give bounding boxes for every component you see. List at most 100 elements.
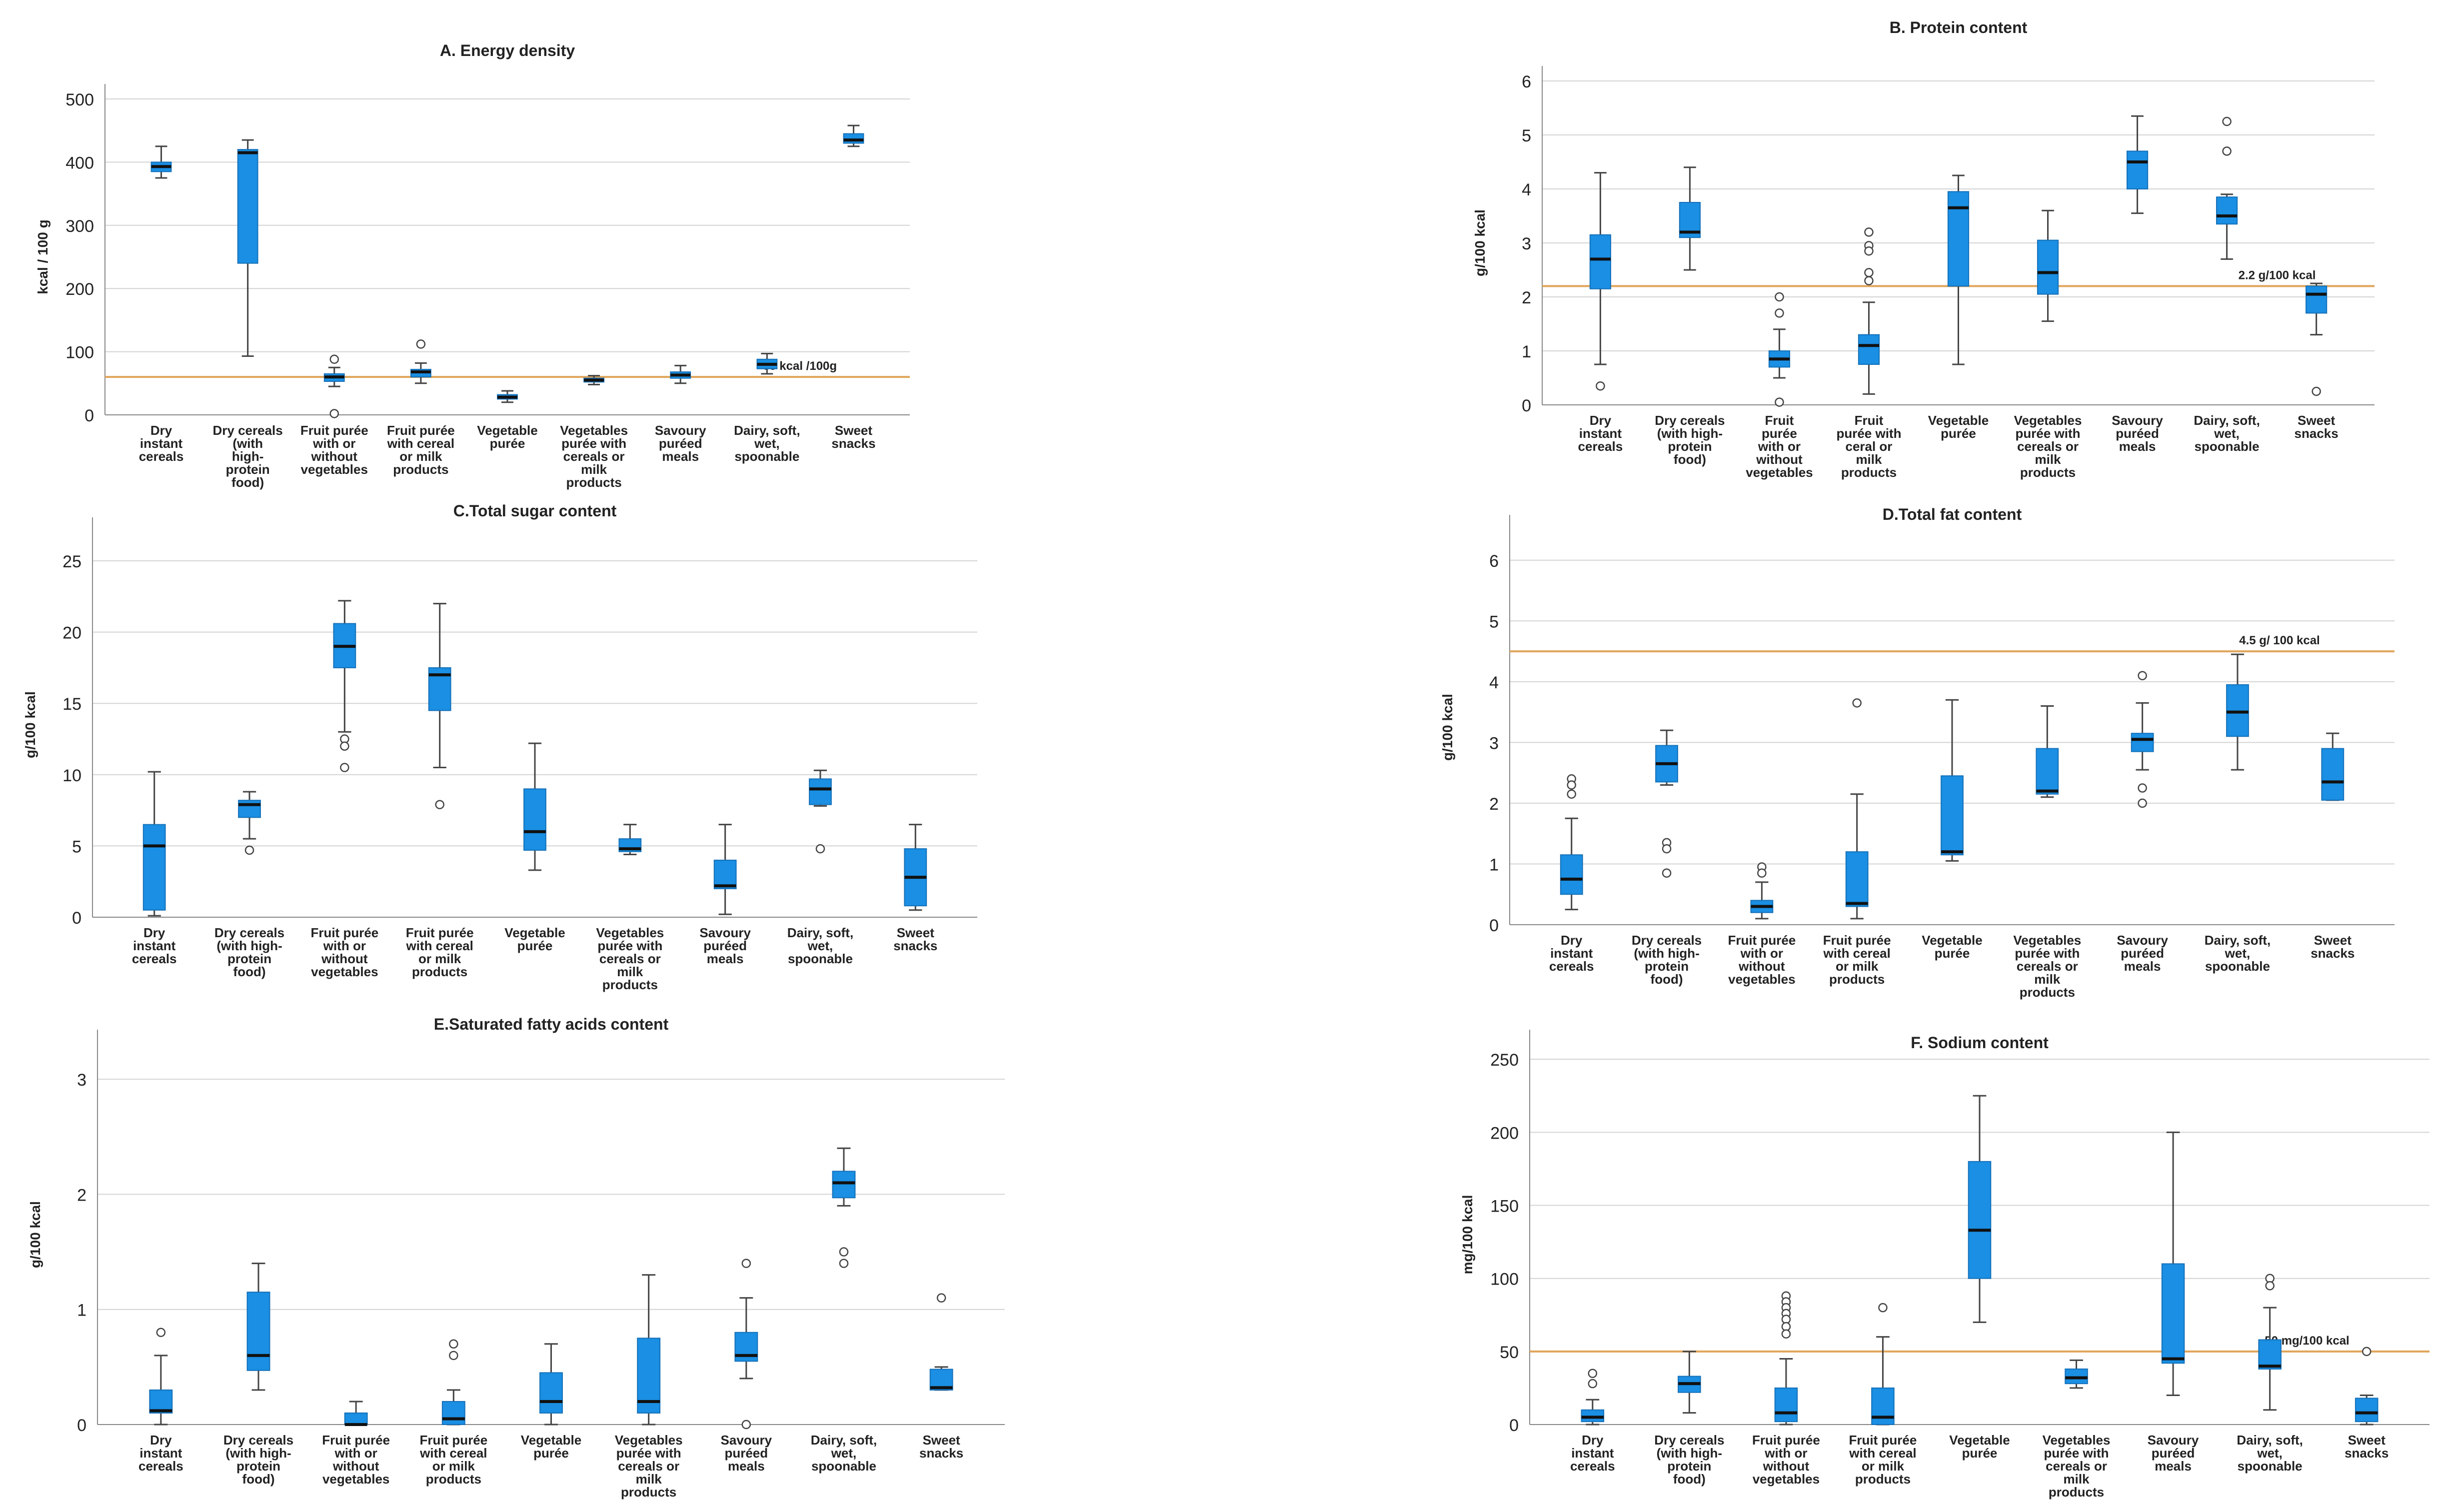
box-4 — [441, 1339, 465, 1426]
outlier-point — [329, 354, 339, 364]
category-label-line: vegetables — [1746, 465, 1813, 480]
outlier-point — [1588, 1369, 1598, 1378]
box-9 — [2321, 732, 2345, 801]
category-label-line: snacks — [2345, 1446, 2389, 1461]
category-label-line: Vegetables — [2014, 413, 2082, 428]
iqr-box — [237, 149, 258, 264]
category-label-line: instant — [133, 938, 176, 953]
category-label-line: Fruit purée — [300, 423, 368, 438]
reference-line-label: 2.2 g/100 kcal — [2239, 268, 2316, 282]
category-label: Dairy, soft, wet, spoonable — [787, 925, 853, 966]
outlier-point — [449, 1339, 458, 1349]
y-tick-label: 10 — [62, 766, 81, 785]
category-label: Fruit purée with cereal or milk products — [1823, 933, 1891, 987]
category-label-line: without — [1756, 452, 1803, 467]
box-4 — [1845, 698, 1869, 920]
outlier-point — [329, 409, 339, 418]
category-label-line: puréed — [2152, 1446, 2195, 1461]
outlier-point — [2222, 146, 2232, 156]
category-label-line: food) — [1651, 972, 1683, 987]
box-1 — [142, 771, 166, 917]
category-label-line: (with high- — [225, 1446, 291, 1461]
y-tick-label: 250 — [1490, 1051, 1519, 1070]
box-5 — [497, 390, 518, 403]
category-label-line: cereals — [1549, 959, 1594, 974]
category-label-line: food) — [1674, 452, 1706, 467]
outlier-point — [1775, 397, 1784, 407]
iqr-box — [1589, 234, 1611, 289]
y-tick-label: 0 — [84, 406, 94, 425]
category-label: Fruit purée with or without vegetables — [1728, 933, 1796, 987]
outlier-point — [2312, 386, 2321, 396]
box-4 — [428, 603, 451, 809]
category-label-line: snacks — [831, 436, 875, 451]
outlier-point — [2265, 1281, 2275, 1291]
category-label-line: Sweet — [923, 1433, 960, 1448]
box-1 — [149, 1328, 173, 1426]
category-label-line: purée — [517, 938, 553, 953]
category-label: Sweet snacks — [831, 423, 875, 451]
category-label: Fruit purée with or without vegetables — [310, 925, 378, 979]
category-label-line: Dairy, soft, — [2194, 413, 2260, 428]
category-label-line: or milk — [418, 951, 461, 966]
iqr-box — [142, 824, 166, 911]
category-label: Vegetables purée with cereals or milk produc… — [560, 423, 628, 490]
category-label-line: Dairy, soft, — [811, 1433, 877, 1448]
outlier-point — [2138, 671, 2147, 680]
iqr-box — [344, 1412, 368, 1426]
outlier-point — [340, 741, 349, 751]
outlier-point — [1596, 381, 1605, 391]
category-label: Fruit purée with or without vegetables — [1752, 1433, 1820, 1487]
chart-title: F. Sodium content — [1911, 1034, 2049, 1052]
y-tick-label: 6 — [1489, 552, 1499, 571]
category-label-line: with cereal — [405, 938, 473, 953]
category-label-line: purée with — [1836, 426, 1901, 441]
outlier-point — [741, 1420, 751, 1430]
category-label-line: cereals — [1570, 1459, 1615, 1474]
category-label-line: spoonable — [2195, 439, 2260, 454]
category-label: Dry instant cereals — [132, 925, 177, 966]
y-axis-label: g/100 kcal — [1472, 209, 1488, 276]
category-label-line: milk — [2035, 452, 2062, 467]
chart-title: E.Saturated fatty acids content — [434, 1015, 669, 1033]
y-tick-label: 1 — [77, 1301, 86, 1320]
category-label-line: cereals — [138, 1459, 183, 1474]
category-label-line: Vegetable — [521, 1433, 581, 1448]
category-label-line: instant — [1579, 426, 1622, 441]
box-1 — [1560, 774, 1583, 911]
category-label-line: products — [412, 964, 467, 979]
category-label-line: purée — [1941, 426, 1976, 441]
category-label-line: protein — [1667, 1459, 1711, 1474]
category-label-line: Sweet — [835, 423, 872, 438]
iqr-box — [1560, 854, 1583, 895]
category-label-line: snacks — [893, 938, 937, 953]
category-label-line: with or — [1758, 439, 1801, 454]
category-label-line: wet, — [2257, 1446, 2283, 1461]
box-2 — [1655, 729, 1678, 878]
category-label-line: purée with — [561, 436, 626, 451]
outlier-point — [1864, 276, 1874, 285]
category-label-line: cereals or — [2017, 439, 2079, 454]
y-tick-label: 500 — [65, 90, 94, 109]
box-6 — [2036, 705, 2059, 798]
category-label-line: cereals or — [618, 1459, 679, 1474]
y-tick-label: 0 — [1522, 396, 1531, 415]
category-label-line: purée — [1762, 426, 1797, 441]
y-axis-label: g/100 kcal — [22, 691, 38, 758]
category-label-line: products — [566, 475, 622, 490]
category-label: Vegetables purée with cereals or milk produc… — [2043, 1433, 2111, 1500]
category-label-line: Dry — [1561, 933, 1583, 948]
category-label-line: instant — [1550, 946, 1593, 961]
category-label-line: Fruit purée — [1823, 933, 1891, 948]
category-label: Vegetables purée with cereals or milk produc… — [596, 925, 664, 992]
category-label-line: Savoury — [2117, 933, 2168, 948]
category-label: Fruit purée with or without vegetables — [322, 1433, 390, 1487]
category-label-line: vegetables — [311, 964, 378, 979]
box-8 — [756, 352, 778, 375]
category-label-line: vegetables — [1753, 1472, 1820, 1487]
box-7 — [670, 364, 691, 384]
category-label-line: products — [426, 1472, 481, 1487]
category-label-line: food) — [233, 964, 266, 979]
category-label-line: Savoury — [655, 423, 706, 438]
